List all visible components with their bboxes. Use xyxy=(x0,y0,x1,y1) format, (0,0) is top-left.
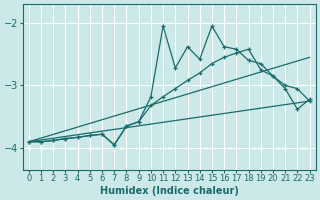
X-axis label: Humidex (Indice chaleur): Humidex (Indice chaleur) xyxy=(100,186,239,196)
